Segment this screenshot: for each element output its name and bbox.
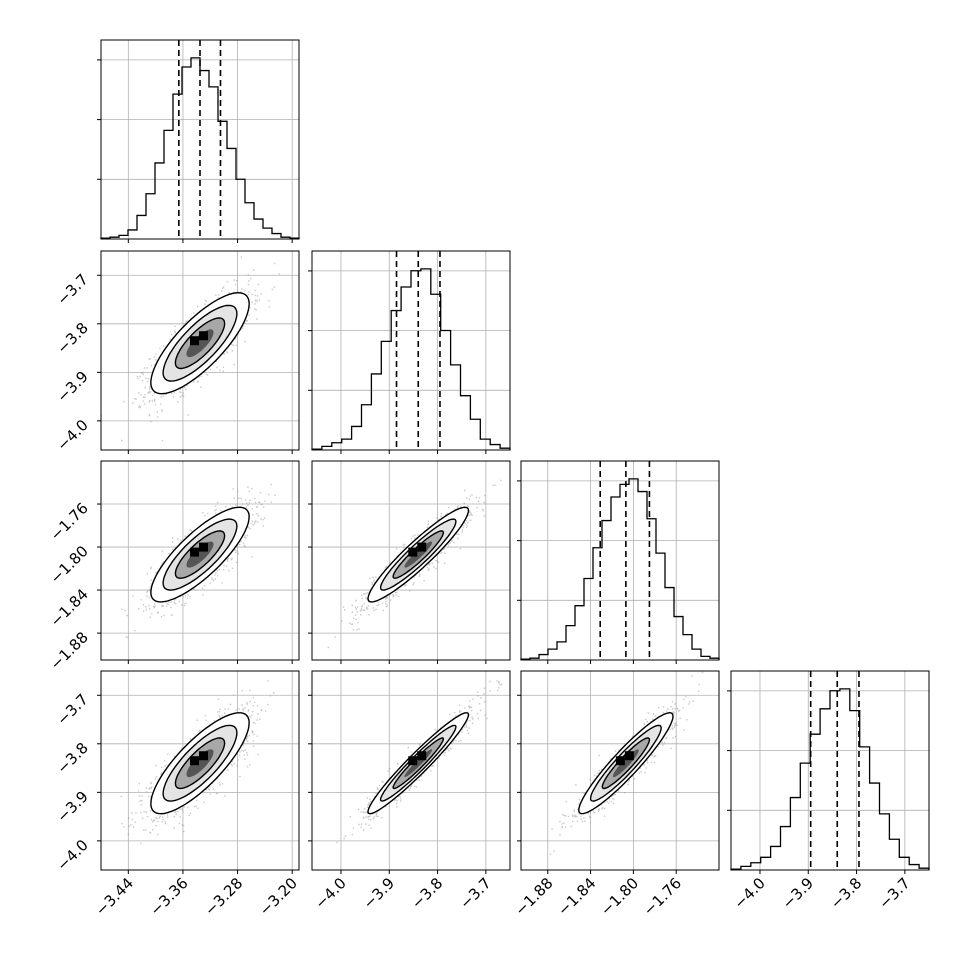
scatter-panel-3-2 [517,670,720,874]
density-core-a [190,336,199,346]
y-tick-label: −1.80 [47,542,92,587]
y-tick-label: −3.7 [53,270,91,308]
contour-middle [162,724,238,802]
x-tick-label: −3.9 [779,874,817,912]
contour-inner [174,737,226,790]
density-core-a [190,756,199,766]
scatter-panel-3-1 [308,670,511,874]
scatter-panel-3-0 [97,670,300,874]
histogram-steps [730,688,930,870]
panel-content [120,680,275,845]
x-tick-label: −1.84 [554,874,599,919]
density-core-b [199,331,208,341]
panel-frame [100,460,300,661]
panel-frame [100,250,300,451]
panel-frame [520,670,720,871]
y-tick-label: −3.9 [53,787,91,825]
panels-layer: −4.0−3.9−3.8−3.7−1.88−1.84−1.80−1.76−4.0… [47,39,930,919]
contour-middle [379,518,457,591]
contour-inner [392,530,445,579]
x-tick-labels-col-1: −4.0 −3.9 −3.8 −3.7 [311,874,494,912]
density-core-a [408,547,418,557]
hist-panel-3 [727,670,930,874]
panel-frame [520,460,720,661]
panel-content [121,483,276,639]
contour-outer [367,506,470,603]
contour-middle [589,724,662,802]
contour-inner [174,317,226,370]
density-core-b [417,542,427,552]
scatter-panel-2-0 [97,460,300,664]
histogram-steps [311,268,511,450]
contour-outer [578,711,674,815]
y-tick-label: −3.9 [53,367,91,405]
y-tick-label: −1.88 [47,628,92,673]
x-tick-label: −4.0 [311,874,349,912]
x-tick-label: −3.20 [256,874,301,919]
contour-middle [162,518,238,591]
contour-outer [150,712,250,815]
y-tick-label: −3.8 [53,739,91,777]
y-tick-label: −4.0 [53,416,91,454]
density-core-a [190,547,199,557]
x-tick-label: −3.8 [827,874,865,912]
panel-content [101,256,281,442]
panel-frame [311,460,511,661]
x-tick-labels-col-0: −3.44 −3.36 −3.28 −3.20 [92,874,301,919]
hist-panel-0 [97,39,300,243]
x-tick-label: −3.9 [360,874,398,912]
panel-frame [730,670,930,871]
hist-panel-2 [517,460,720,664]
panel-frame [100,39,300,240]
contour-outer [150,291,250,395]
x-tick-label: −3.7 [456,874,494,912]
panel-frame [311,250,511,451]
panel-frame [311,670,511,871]
panel-content [549,671,704,855]
density-core-b [199,542,208,552]
scatter-panel-2-1 [308,460,511,664]
x-tick-label: −4.0 [730,874,768,912]
panel-frame [100,670,300,871]
x-tick-label: −1.88 [511,874,556,919]
density-core-b [624,751,634,761]
x-tick-label: −1.80 [597,874,642,919]
x-tick-label: −1.76 [640,874,685,919]
x-tick-label: −3.44 [92,874,137,919]
contour-inner [392,737,444,790]
y-tick-label: −1.76 [47,499,92,544]
x-tick-labels-col-3: −4.0 −3.9 −3.8 −3.7 [730,874,913,912]
y-tick-label: −3.7 [53,690,91,728]
x-tick-label: −3.36 [147,874,192,919]
scatter-panel-1-0 [97,250,300,454]
x-tick-labels-col-2: −1.88−1.84−1.80−1.76 [511,874,685,919]
y-tick-label: −1.84 [47,585,92,630]
density-core-b [417,751,427,761]
contour-middle [162,304,238,382]
x-tick-label: −3.8 [408,874,446,912]
contour-inner [601,737,651,790]
hist-panel-1 [308,250,511,454]
panel-content [327,479,502,649]
x-tick-label: −3.7 [875,874,913,912]
x-tick-label: −3.28 [201,874,246,919]
y-tick-label: −4.0 [53,836,91,874]
contour-middle [379,724,457,802]
panel-content [336,680,503,844]
y-tick-labels-row-2: −1.88−1.84−1.80−1.76 [47,499,92,673]
y-tick-labels-row-3: −4.0 −3.9 −3.8 −3.7 [53,690,91,874]
histogram-steps [520,478,720,660]
y-tick-labels-row-1: −4.0 −3.9 −3.8 −3.7 [53,270,91,454]
contour-outer [150,506,250,603]
contour-inner [174,530,226,579]
density-core-b [199,751,208,761]
y-tick-label: −3.8 [53,319,91,357]
contour-outer [367,712,470,815]
